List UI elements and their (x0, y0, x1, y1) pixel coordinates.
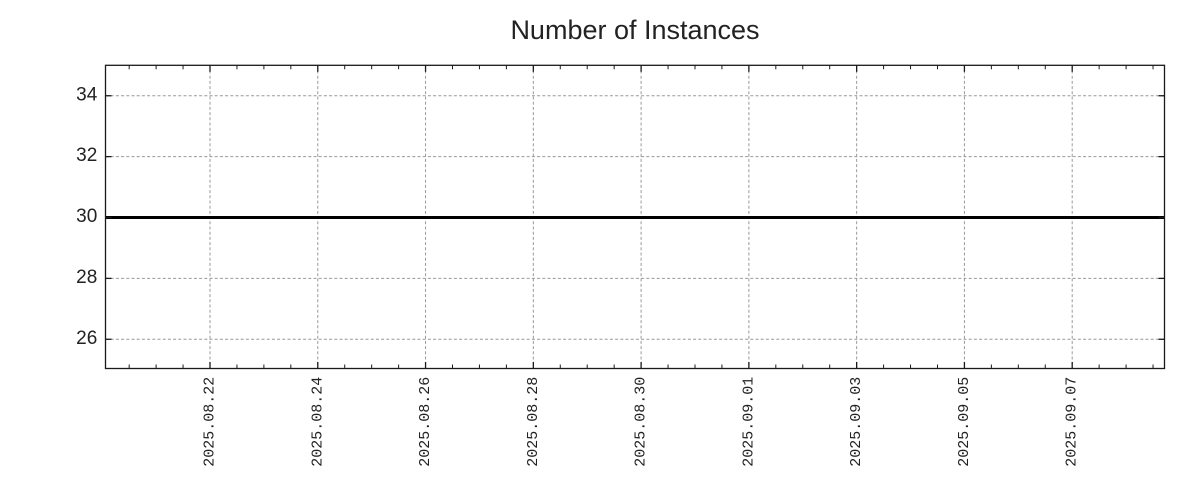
svg-text:2025.08.22: 2025.08.22 (202, 377, 219, 467)
svg-text:30: 30 (76, 206, 97, 227)
svg-text:2025.09.01: 2025.09.01 (740, 377, 757, 467)
svg-text:26: 26 (76, 328, 97, 349)
svg-text:2025.08.28: 2025.08.28 (525, 377, 542, 467)
svg-text:2025.09.05: 2025.09.05 (956, 377, 973, 467)
svg-text:2025.08.24: 2025.08.24 (309, 377, 326, 467)
svg-text:2025.08.26: 2025.08.26 (417, 377, 434, 467)
svg-text:28: 28 (76, 267, 97, 288)
svg-text:2025.09.07: 2025.09.07 (1064, 377, 1081, 467)
svg-text:34: 34 (76, 84, 98, 105)
svg-text:2025.08.30: 2025.08.30 (633, 377, 650, 467)
svg-text:32: 32 (76, 145, 97, 166)
svg-text:2025.09.03: 2025.09.03 (848, 377, 865, 467)
